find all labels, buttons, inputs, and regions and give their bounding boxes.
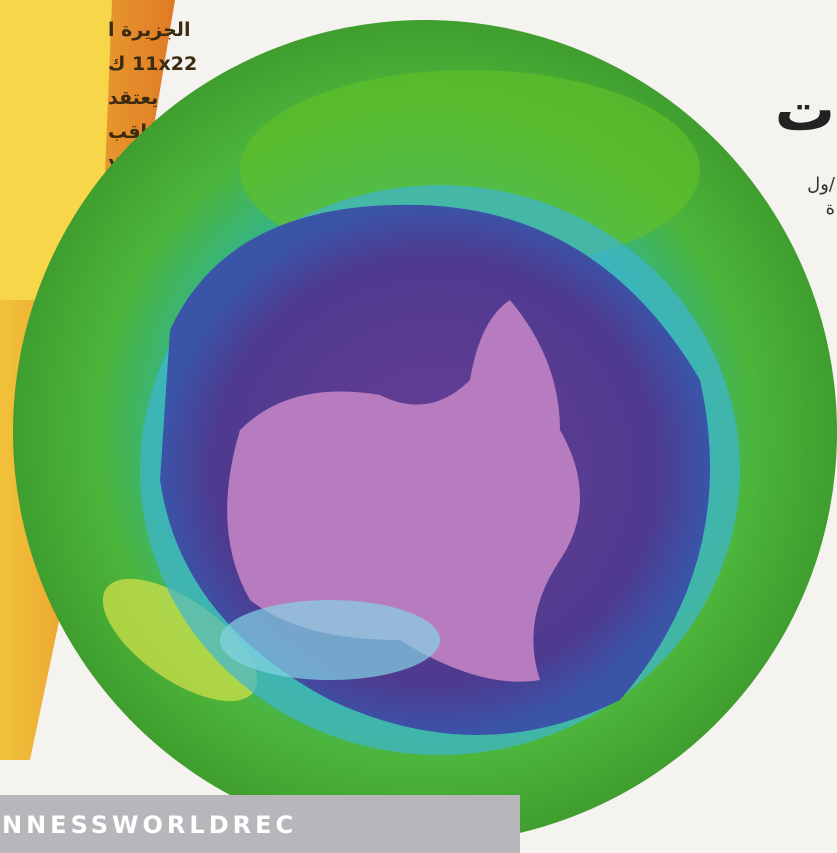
right-line: ول/ (807, 174, 836, 195)
left-line: الجزيرة ا (108, 19, 190, 41)
right-heading: ت (775, 75, 835, 145)
footer-banner (0, 795, 520, 853)
left-line: 11x22 ك (108, 53, 197, 75)
antarctica (227, 300, 580, 682)
yellow-band (102, 578, 258, 702)
light-patch (220, 600, 440, 680)
right-text: ت ول/ة (775, 75, 836, 219)
right-line: ة (826, 198, 835, 219)
footer-url: NNESSWORLDREC (2, 811, 297, 839)
left-line: يعتقد (108, 87, 158, 109)
